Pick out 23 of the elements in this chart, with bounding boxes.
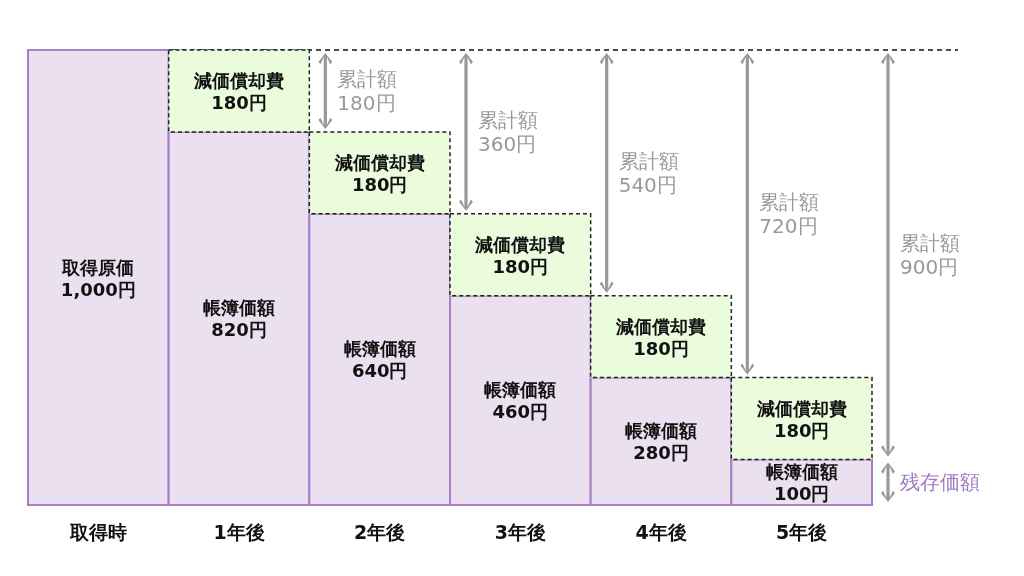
annotation: 累計額 180円	[337, 66, 398, 115]
data-label: 帳簿価額 280円	[625, 419, 697, 463]
data-label: 帳簿価額 100円	[765, 460, 838, 504]
x-tick-label: 2年後	[354, 521, 406, 543]
data-label: 減価償却費 180円	[333, 151, 425, 195]
x-tick-label: 3年後	[494, 521, 546, 543]
annotation: 累計額 540円	[618, 148, 679, 197]
annotation: 残存価額	[900, 470, 980, 495]
x-tick-label: 4年後	[635, 521, 687, 543]
data-label: 帳簿価額 820円	[203, 296, 275, 340]
data-label: 帳簿価額 640円	[343, 337, 416, 381]
data-label: 減価償却費 180円	[193, 69, 284, 113]
annotation: 累計額 900円	[900, 230, 960, 279]
data-label: 減価償却費 180円	[474, 233, 566, 277]
x-tick-label: 取得時	[68, 521, 127, 543]
annotation: 累計額 360円	[478, 107, 538, 156]
x-tick-label: 5年後	[776, 521, 828, 543]
data-label: 減価償却費 180円	[615, 315, 706, 359]
data-label: 取得原価 1,000円	[60, 256, 136, 299]
data-label: 減価償却費 180円	[755, 397, 847, 441]
x-tick-label: 1年後	[213, 521, 265, 543]
annotation: 累計額 720円	[759, 189, 820, 238]
data-label: 帳簿価額 460円	[484, 378, 557, 422]
